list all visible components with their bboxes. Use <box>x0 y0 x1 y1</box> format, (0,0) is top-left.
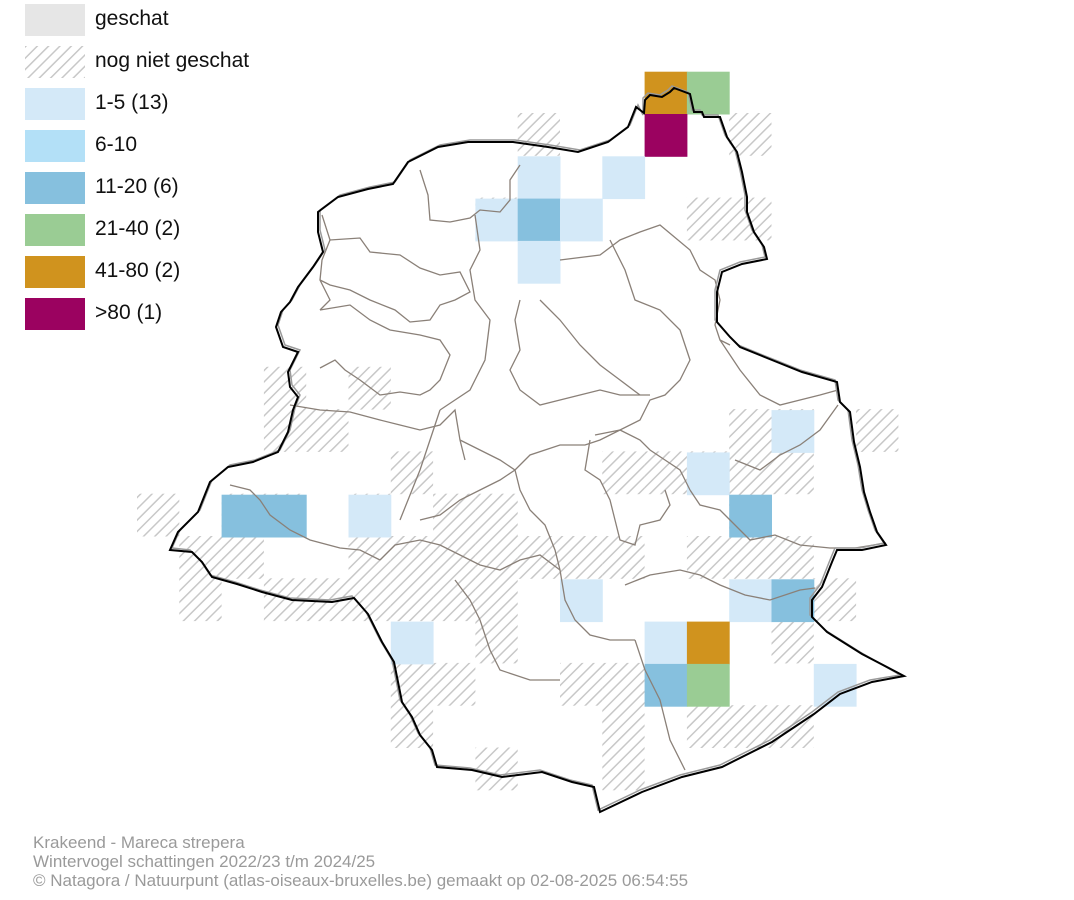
not-estimated-cell <box>856 409 899 452</box>
not-estimated-cell <box>686 197 730 241</box>
caption-credit: © Natagora / Natuurpunt (atlas-oiseaux-b… <box>33 871 689 890</box>
estimated-cell <box>560 198 603 242</box>
not-estimated-cell <box>771 620 814 664</box>
not-estimated-cell <box>602 451 645 495</box>
legend-swatch <box>25 298 85 330</box>
estimated-cell <box>813 663 857 707</box>
not-estimated-cell <box>729 113 772 156</box>
region-outline <box>168 85 908 814</box>
legend-label: 41-80 (2) <box>95 259 181 282</box>
not-estimated-cell <box>771 536 814 579</box>
legend-label: nog niet geschat <box>95 49 250 72</box>
estimated-cell <box>644 114 688 157</box>
legend-swatch <box>25 88 85 120</box>
legend-swatch <box>25 4 85 36</box>
estimated-cell <box>771 579 815 623</box>
not-estimated-cell <box>602 747 645 791</box>
not-estimated-cell <box>390 451 434 495</box>
not-estimated-cell <box>602 662 645 706</box>
estimated-cell <box>644 621 688 665</box>
estimated-cell <box>517 156 561 200</box>
not-estimated-cell <box>475 536 518 579</box>
legend-swatch <box>25 214 85 246</box>
legend-swatch <box>25 256 85 288</box>
legend-swatch-hatched <box>25 46 85 78</box>
not-estimated-cell <box>390 705 434 748</box>
legend-swatch <box>25 130 85 162</box>
map-caption: Krakeend - Mareca strepera Wintervogel s… <box>33 833 688 890</box>
estimated-cell <box>517 240 561 284</box>
not-estimated-cell <box>729 705 772 748</box>
not-estimated-cell <box>348 536 391 579</box>
not-estimated-cell <box>686 536 730 579</box>
not-estimated-cell <box>517 113 560 156</box>
not-estimated-cell <box>263 409 307 452</box>
not-estimated-cell <box>306 409 349 452</box>
estimated-cell <box>729 494 772 538</box>
estimated-cell <box>771 410 815 453</box>
legend-label: 6-10 <box>95 133 138 156</box>
not-estimated-cell <box>390 536 434 579</box>
not-estimated-cell <box>644 451 687 495</box>
estimated-cell <box>348 494 392 538</box>
estimated-cell <box>390 621 434 665</box>
caption-species: Krakeend - Mareca strepera <box>33 833 245 852</box>
caption-period: Wintervogel schattingen 2022/23 t/m 2024… <box>33 852 376 871</box>
estimated-cell <box>560 579 603 623</box>
estimated-cell <box>517 198 561 242</box>
not-estimated-cell <box>813 578 857 622</box>
not-estimated-cell <box>263 366 307 410</box>
not-estimated-cell <box>560 662 603 706</box>
not-estimated-cell <box>729 409 772 452</box>
not-estimated-cell <box>729 451 772 495</box>
not-estimated-cell <box>602 705 645 748</box>
legend-label: >80 (1) <box>95 301 163 324</box>
not-estimated-cell <box>137 493 180 537</box>
not-estimated-cell <box>771 705 814 748</box>
not-estimated-cell <box>348 366 391 410</box>
not-estimated-cell <box>475 747 518 791</box>
not-estimated-cell <box>433 578 476 622</box>
estimated-cell <box>729 579 772 623</box>
estimated-cell <box>686 663 730 707</box>
not-estimated-cell <box>221 536 264 579</box>
not-estimated-cell <box>771 451 814 495</box>
not-estimated-cell <box>179 578 222 622</box>
legend-label: 11-20 (6) <box>95 175 179 198</box>
legend-label: 1-5 (13) <box>95 91 169 114</box>
not-estimated-cell <box>433 662 476 706</box>
not-estimated-cell <box>179 536 222 579</box>
estimated-cell <box>602 156 646 200</box>
not-estimated-cell <box>560 536 603 579</box>
not-estimated-cell <box>475 578 518 622</box>
not-estimated-cell <box>390 578 434 622</box>
not-estimated-cell <box>433 536 476 579</box>
legend-swatch <box>25 172 85 204</box>
not-estimated-cell <box>602 536 645 579</box>
not-estimated-cell <box>475 493 518 537</box>
municipality-boundaries <box>229 164 887 771</box>
legend-label: geschat <box>95 7 169 30</box>
estimated-cell <box>686 452 730 496</box>
estimated-cell <box>644 663 688 707</box>
estimated-cell <box>686 71 730 115</box>
estimated-cell <box>263 494 307 538</box>
not-estimated-cell <box>729 536 772 579</box>
legend-label: 21-40 (2) <box>95 217 181 240</box>
not-estimated-cell <box>686 705 730 748</box>
estimated-cell <box>686 621 730 665</box>
estimated-cell <box>221 494 265 538</box>
not-estimated-cell <box>517 536 560 579</box>
estimated-cell <box>475 198 519 242</box>
